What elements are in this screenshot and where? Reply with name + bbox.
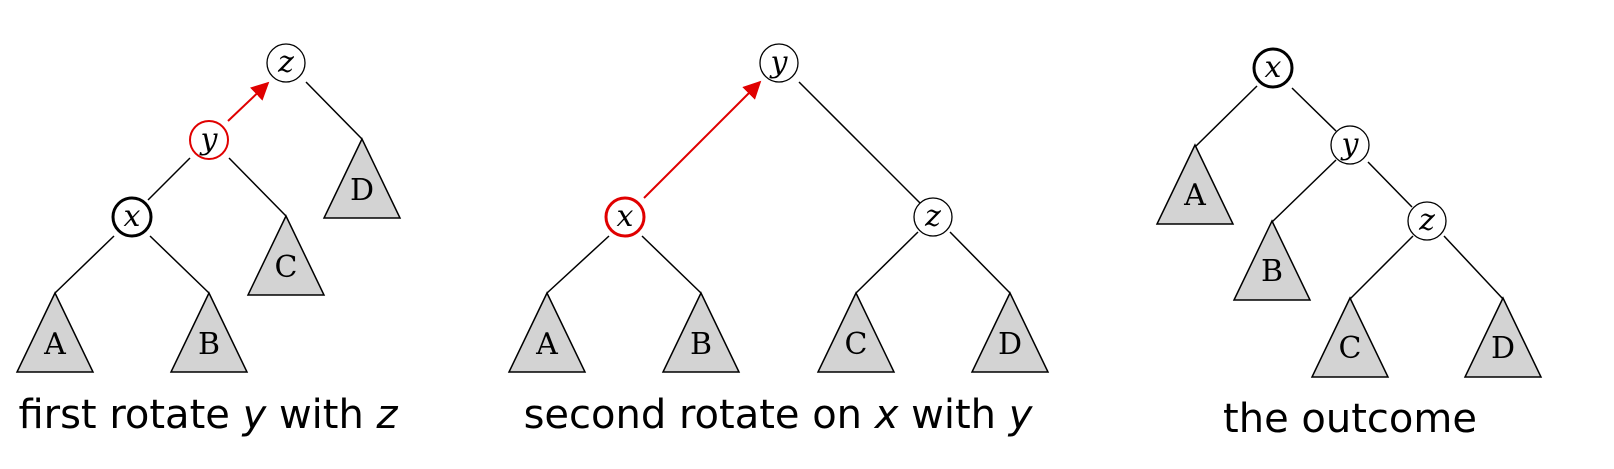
edge-y-C (228, 157, 287, 217)
subtree-C: C (246, 214, 326, 296)
subtree-C: C (1310, 296, 1390, 378)
node-y: y (759, 43, 799, 83)
edge-y-z (1367, 161, 1413, 208)
svg-text:y: y (1340, 127, 1360, 162)
subtree-A: A (507, 291, 587, 373)
node-x: x (604, 196, 646, 238)
svg-text:C: C (1339, 331, 1362, 366)
node-x: x (1252, 47, 1294, 89)
edge-z-D (949, 231, 1011, 294)
subtree-B: B (1232, 219, 1312, 301)
caption-2: second rotate on x with y (524, 392, 1034, 438)
edge-y-z (798, 81, 921, 204)
svg-text:B: B (1261, 254, 1283, 289)
node-z: z (1407, 201, 1447, 241)
edge-x-A (54, 235, 115, 294)
subtree-A: A (1155, 143, 1235, 225)
svg-text:A: A (1183, 178, 1206, 213)
edge-y-B (1271, 159, 1337, 223)
subtree-D: D (322, 137, 402, 219)
rotation-arrow (643, 80, 762, 199)
subtree-D: D (970, 291, 1050, 373)
svg-text:C: C (845, 327, 868, 362)
svg-text:x: x (617, 199, 634, 234)
edge-z-C (855, 231, 919, 294)
edge-x-A (546, 235, 610, 294)
edge-y-x (147, 157, 191, 201)
node-z: z (266, 43, 306, 83)
node-x: x (111, 196, 153, 238)
svg-text:z: z (1418, 203, 1435, 238)
svg-text:D: D (350, 173, 374, 208)
caption-3: the outcome (1223, 396, 1477, 442)
subtree-B: B (661, 291, 741, 373)
svg-text:z: z (277, 45, 294, 80)
edge-x-B (641, 235, 702, 294)
edge-x-y (1291, 87, 1337, 132)
svg-text:x: x (1265, 50, 1282, 85)
node-y: y (1330, 125, 1370, 165)
svg-text:A: A (43, 327, 66, 362)
edge-z-D (305, 81, 363, 140)
panel-1: D C A B z y x first rotate y with z (15, 43, 402, 438)
panel-3: A B C D x y z the outcome (1155, 47, 1543, 442)
svg-text:D: D (1491, 331, 1515, 366)
edge-z-C (1349, 235, 1414, 300)
svg-text:B: B (198, 327, 220, 362)
subtree-D: D (1463, 296, 1543, 378)
svg-text:y: y (199, 122, 219, 157)
panel-2: A B C D y x z second rotate on x with y (507, 43, 1050, 438)
caption-1: first rotate y with z (18, 392, 398, 438)
subtree-B: B (169, 291, 249, 373)
svg-text:D: D (998, 327, 1022, 362)
svg-text:C: C (275, 250, 298, 285)
svg-text:A: A (535, 327, 558, 362)
svg-text:z: z (924, 199, 941, 234)
node-y: y (189, 120, 229, 160)
rotation-arrow (227, 81, 270, 122)
edge-z-D (1443, 235, 1504, 300)
subtree-C: C (816, 291, 896, 373)
subtree-A: A (15, 291, 95, 373)
edge-x-A (1194, 85, 1258, 148)
svg-text:x: x (124, 199, 141, 234)
svg-text:B: B (690, 327, 712, 362)
edge-x-B (149, 235, 210, 294)
node-z: z (913, 197, 953, 237)
svg-text:y: y (769, 45, 789, 80)
